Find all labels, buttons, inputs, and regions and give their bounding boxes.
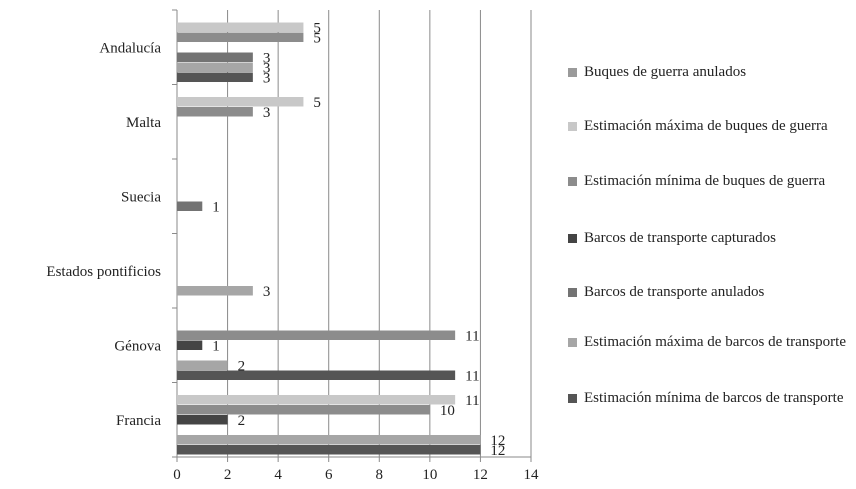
x-tick-label: 12 bbox=[473, 467, 488, 483]
data-label: 3 bbox=[263, 70, 271, 86]
legend-swatch bbox=[568, 68, 577, 77]
x-tick-label: 8 bbox=[376, 467, 384, 483]
legend-item: Estimación mínima de barcos de transport… bbox=[568, 389, 850, 408]
bar bbox=[177, 360, 228, 370]
legend-item: Estimación máxima de barcos de transport… bbox=[568, 333, 850, 352]
bar bbox=[177, 52, 253, 62]
legend-swatch bbox=[568, 288, 577, 297]
category-label: Malta bbox=[126, 115, 161, 131]
data-label: 5 bbox=[313, 95, 321, 111]
legend-label: Estimación máxima de buques de guerra bbox=[584, 118, 828, 134]
category-label: Estados pontificios bbox=[46, 264, 161, 280]
legend-item: Estimación máxima de buques de guerra bbox=[568, 117, 850, 136]
category-label: Génova bbox=[114, 338, 161, 354]
bar bbox=[177, 72, 253, 82]
data-label: 2 bbox=[238, 413, 246, 429]
data-label: 3 bbox=[263, 60, 271, 76]
data-label: 12 bbox=[490, 443, 505, 459]
bar bbox=[177, 22, 304, 32]
data-label: 11 bbox=[465, 328, 479, 344]
bar bbox=[177, 340, 203, 350]
data-label: 12 bbox=[490, 433, 505, 449]
x-tick-label: 4 bbox=[274, 467, 282, 483]
legend-label: Barcos de transporte capturados bbox=[584, 230, 777, 246]
bar bbox=[177, 445, 481, 455]
bar bbox=[177, 435, 481, 445]
data-label: 3 bbox=[263, 284, 271, 300]
data-label: 5 bbox=[313, 20, 321, 36]
data-label: 1 bbox=[212, 199, 220, 215]
bar bbox=[177, 286, 253, 296]
legend-item: Buques de guerra anulados bbox=[568, 63, 850, 82]
x-tick-label: 2 bbox=[224, 467, 232, 483]
legend-label: Estimación máxima de barcos de transport… bbox=[584, 334, 846, 350]
bar bbox=[177, 370, 456, 380]
data-label: 11 bbox=[465, 393, 479, 409]
bar bbox=[177, 97, 304, 107]
bar bbox=[177, 107, 253, 117]
category-label: Suecia bbox=[121, 189, 161, 205]
bar bbox=[177, 32, 304, 42]
bar bbox=[177, 395, 456, 405]
bar bbox=[177, 201, 203, 211]
bar bbox=[177, 330, 456, 340]
bar bbox=[177, 415, 228, 425]
legend-label: Buques de guerra anulados bbox=[584, 64, 747, 80]
legend-label: Estimación mínima de buques de guerra bbox=[584, 173, 826, 189]
x-tick-label: 6 bbox=[325, 467, 333, 483]
legend-swatch bbox=[568, 122, 577, 131]
data-label: 5 bbox=[313, 30, 321, 46]
data-label: 3 bbox=[263, 105, 271, 121]
legend-item: Estimación mínima de buques de guerra bbox=[568, 172, 850, 191]
legend-item: Barcos de transporte anulados bbox=[568, 283, 850, 302]
legend-label: Estimación mínima de barcos de transport… bbox=[584, 390, 844, 406]
x-tick-label: 0 bbox=[173, 467, 181, 483]
data-label: 3 bbox=[263, 50, 271, 66]
legend-swatch bbox=[568, 234, 577, 243]
bar bbox=[177, 62, 253, 72]
data-label: 2 bbox=[238, 358, 246, 374]
data-label: 10 bbox=[440, 403, 455, 419]
data-label: 11 bbox=[465, 368, 479, 384]
chart-legend: Buques de guerra anulados Estimación máxi… bbox=[568, 0, 856, 489]
legend-item: Barcos de transporte capturados bbox=[568, 229, 850, 248]
data-label: 1 bbox=[212, 338, 220, 354]
legend-swatch bbox=[568, 177, 577, 186]
bar bbox=[177, 405, 430, 415]
legend-swatch bbox=[568, 338, 577, 347]
legend-swatch bbox=[568, 394, 577, 403]
category-label: Andalucía bbox=[99, 40, 161, 56]
legend-label: Barcos de transporte anulados bbox=[584, 284, 765, 300]
category-label: Francia bbox=[116, 413, 161, 429]
x-tick-label: 14 bbox=[524, 467, 540, 483]
x-tick-label: 10 bbox=[422, 467, 437, 483]
